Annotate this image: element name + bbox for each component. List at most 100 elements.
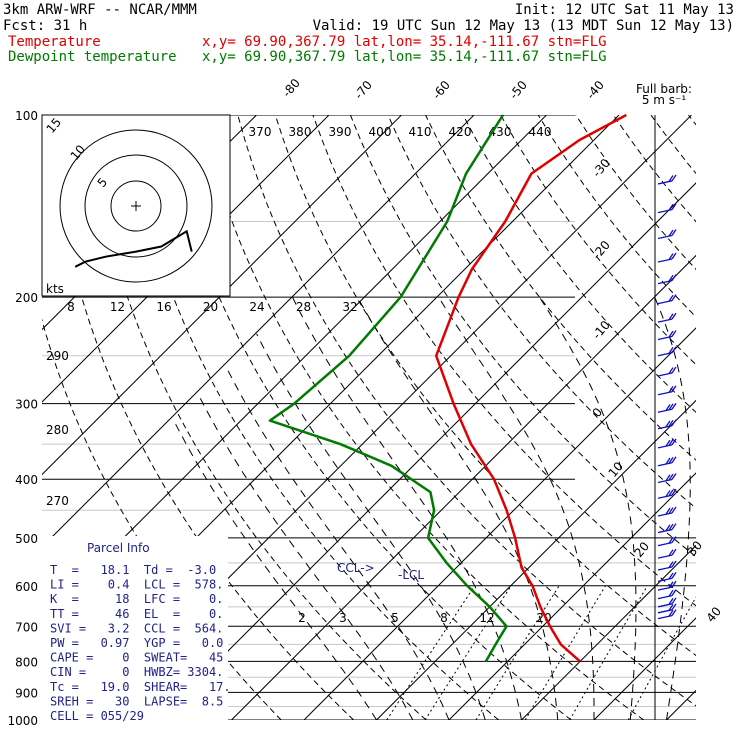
dry-adiabat-260 — [49, 115, 355, 720]
parcel-row-10: CELL = 055/29 — [50, 709, 144, 723]
wind-barb-flag — [668, 598, 674, 605]
parcel-info-panel: Parcel Info T = 18.1 Td = -3.0LI = 0.4 L… — [42, 536, 231, 723]
dry-adiabat-300 — [199, 115, 644, 720]
wind-barb-flag — [671, 229, 677, 236]
wind-barb-flag — [668, 346, 674, 354]
dry-adiabat-340 — [349, 115, 696, 558]
wind-barb-flag — [668, 313, 674, 321]
moist-adiabat--5 — [198, 394, 414, 720]
theta-label-440: 440 — [529, 125, 552, 139]
wind-barb-flag — [671, 366, 677, 374]
wind-barb-flag — [671, 580, 677, 588]
wind-barb-flag — [665, 524, 671, 532]
barb-key-title: Full barb: — [636, 82, 692, 96]
hodograph-units: kts — [46, 282, 64, 296]
wind-barb-flag — [668, 385, 674, 393]
hodograph-ring-15 — [59, 129, 213, 283]
dry-adiabat-280 — [124, 115, 500, 720]
wind-barb-130 — [657, 180, 673, 185]
wind-barb-flag — [671, 252, 677, 260]
wind-barb-flag — [665, 457, 671, 465]
mix-label-top-12: 12 — [110, 300, 125, 314]
wind-barb-flag — [671, 597, 677, 605]
pressure-label-300: 300 — [15, 398, 38, 412]
wind-barb-680 — [657, 615, 673, 620]
mix-label-low-3: 3 — [339, 611, 347, 625]
pressure-label-600: 600 — [15, 580, 38, 594]
pressure-label-100: 100 — [15, 109, 38, 123]
parcel-row-5: PW = 0.97 YGP = 0.0 — [50, 636, 223, 650]
wind-barb-540 — [657, 554, 673, 559]
theta-label-390: 390 — [329, 125, 352, 139]
parcel-row-4: SVI = 3.2 CCL = 564. — [50, 621, 223, 635]
wind-barb-flag — [671, 274, 677, 282]
wind-barb-flag — [671, 294, 677, 301]
wind-barb-flag — [668, 609, 674, 617]
isotherm-label--10: -10 — [590, 318, 613, 342]
pressure-label-800: 800 — [15, 655, 38, 669]
dewpoint-line — [268, 114, 508, 663]
wind-barb-160 — [657, 234, 673, 240]
wind-barb-610 — [657, 586, 673, 591]
wind-barb-flag — [668, 536, 674, 544]
isotherm-label--50: -50 — [507, 78, 530, 102]
mix-label-top-32: 32 — [342, 300, 357, 314]
isotherm-label-20: 20 — [632, 539, 653, 560]
wind-barb-flag — [671, 589, 677, 596]
isotherm--30 — [231, 254, 696, 720]
lcl-marker: -LCL — [398, 568, 424, 582]
wind-barb-270 — [657, 372, 673, 377]
hodograph: 15 10 5 kts — [41, 114, 231, 297]
dry-adiabat-440 — [726, 115, 740, 720]
pressure-label-900: 900 — [15, 686, 38, 700]
wind-barb-flag — [668, 489, 674, 497]
isotherm--20 — [303, 327, 696, 720]
parcel-row-6: CAPE = 0 SWEAT= 45 — [50, 651, 223, 665]
wind-barb-175 — [657, 258, 673, 263]
wind-barb-flag — [671, 346, 677, 354]
moist-adiabat-20 — [438, 296, 595, 720]
moist-adiabat-0 — [225, 365, 450, 720]
mixing-ratio-20 — [627, 596, 696, 720]
isotherm-10 — [521, 544, 696, 720]
wind-barb-flag — [668, 229, 674, 237]
temperature-legend: Temperature — [8, 34, 101, 50]
theta-left-label-270: 270 — [46, 494, 69, 508]
wind-barb-355 — [657, 444, 673, 449]
wind-barb-665 — [657, 609, 673, 614]
dry-adiabat-390 — [537, 115, 696, 318]
dry-adiabat-350 — [387, 115, 696, 509]
wind-barb-flag — [671, 609, 677, 617]
wind-barb-flag — [668, 581, 674, 589]
theta-label-410: 410 — [409, 125, 432, 139]
wind-barb-flag — [671, 603, 677, 611]
moist-adiabat-15 — [356, 296, 559, 720]
wind-barb-flag — [668, 604, 674, 611]
parcel-row-8: Tc = 19.0 SHEAR= 17. — [50, 680, 231, 694]
mixing-ratio-12 — [569, 585, 648, 720]
parcel-row-7: CIN = 0 HWBZ= 3304. — [50, 665, 223, 679]
pressure-axis: 100 200 300 400 500 600 700 800 900 1000 — [7, 109, 38, 728]
pressure-label-400: 400 — [15, 473, 38, 487]
theta-left-label-280: 280 — [46, 423, 69, 437]
pressure-label-700: 700 — [15, 620, 38, 634]
wind-barb-flag — [671, 312, 677, 320]
dry-adiabat-410 — [612, 115, 696, 223]
theta-label-400: 400 — [369, 125, 392, 139]
isotherm-label-0: 0 — [590, 405, 606, 420]
wind-barb-flag — [668, 294, 674, 302]
wind-barb-flag — [665, 507, 671, 515]
wind-barb-flag — [668, 473, 674, 481]
wind-barb-flag — [668, 589, 674, 597]
isotherm-20 — [593, 617, 696, 720]
dry-adiabat-330 — [312, 115, 696, 607]
wind-barb-220 — [657, 318, 673, 323]
wind-barb-flag — [671, 203, 677, 210]
wind-barb-490 — [657, 528, 673, 534]
moist-adiabat-5 — [256, 333, 486, 720]
wind-barb-flag — [665, 474, 671, 482]
wind-barb-flag — [671, 456, 677, 464]
wind-barb-flag — [671, 402, 677, 410]
wind-barb-flag — [668, 367, 674, 374]
isotherm--90 — [42, 115, 402, 476]
